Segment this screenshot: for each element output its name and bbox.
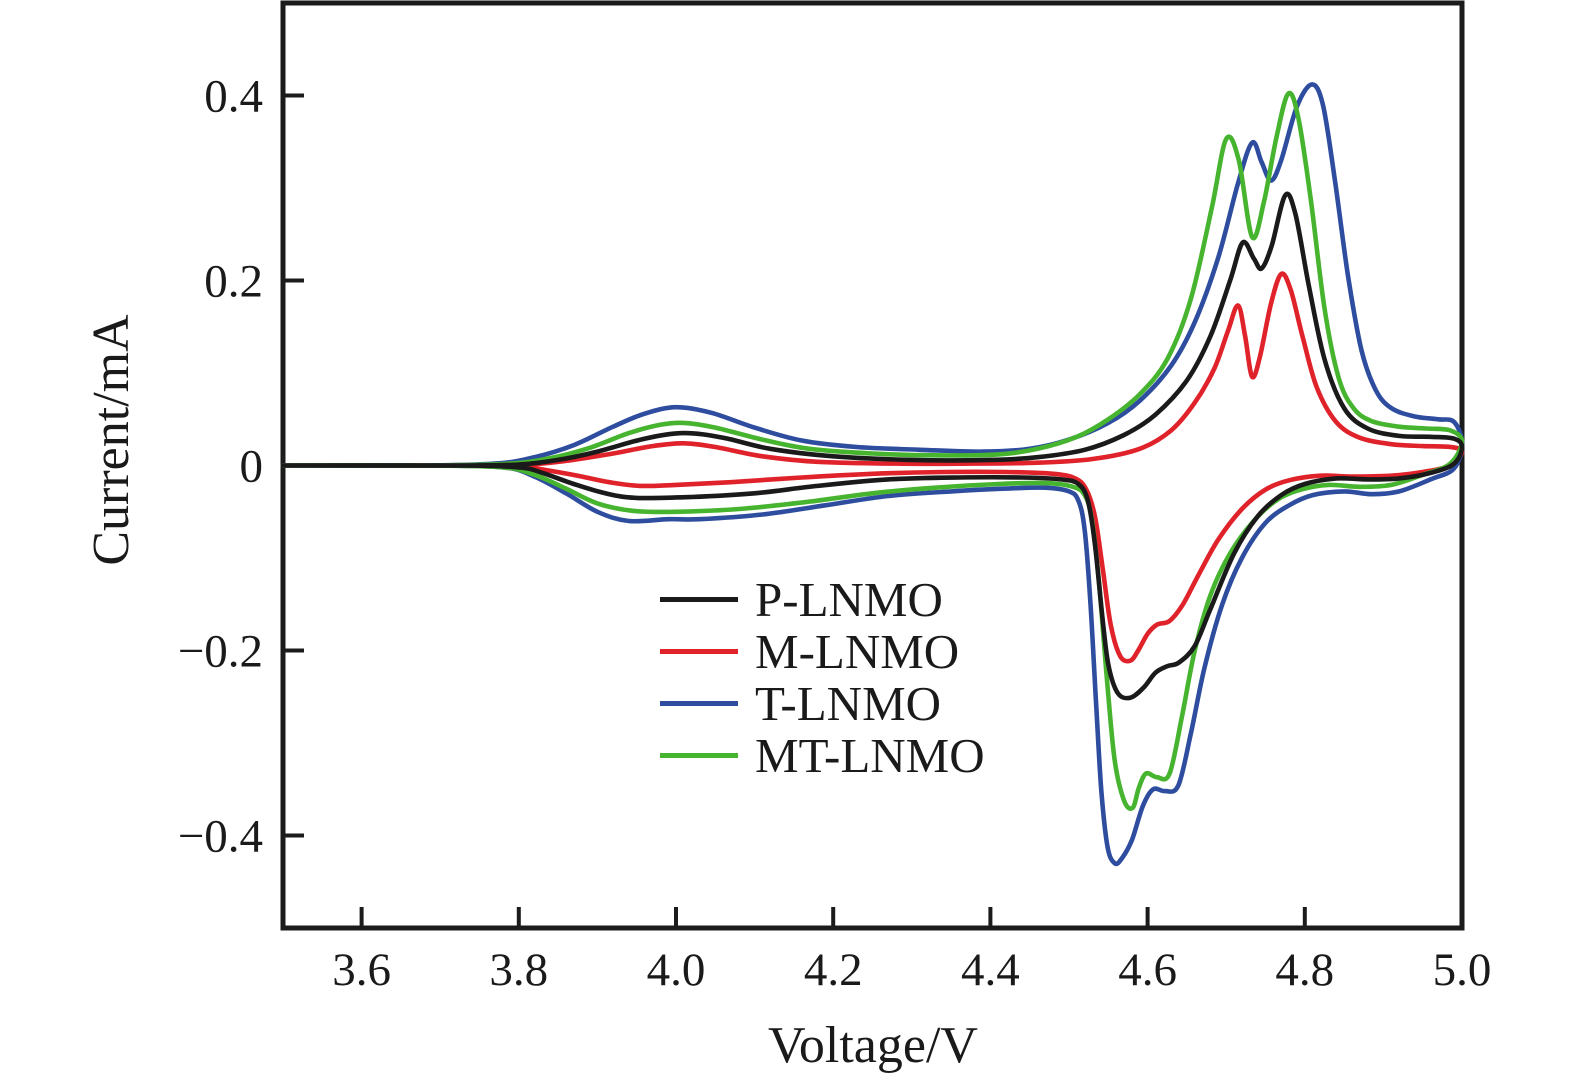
legend-line-swatch (660, 700, 738, 706)
legend-item-p-lnmo: P-LNMO (660, 573, 985, 625)
x-tick-label: 3.6 (332, 944, 391, 996)
y-tick-label: 0 (240, 441, 264, 493)
x-tick-label: 4.4 (961, 944, 1020, 996)
curve-mt-lnmo (280, 90, 1465, 811)
legend-line-swatch (660, 596, 738, 602)
x-tick-label: 5.0 (1433, 944, 1492, 996)
legend-line-swatch (660, 752, 738, 758)
legend-item-t-lnmo: T-LNMO (660, 677, 985, 729)
x-tick-label: 4.2 (804, 944, 863, 996)
x-tick-label: 4.6 (1118, 944, 1177, 996)
y-axis-title: Current/mA (83, 314, 140, 566)
legend-label: M-LNMO (755, 623, 960, 679)
legend-item-m-lnmo: M-LNMO (660, 625, 985, 677)
y-tick-label: 0.4 (204, 71, 263, 123)
legend-label: MT-LNMO (755, 727, 985, 783)
legend-label: P-LNMO (755, 571, 943, 627)
legend-label: T-LNMO (755, 675, 942, 731)
y-tick-label: −0.4 (178, 811, 263, 863)
legend: P-LNMO M-LNMO T-LNMO MT-LNMO (660, 573, 985, 781)
curve-t-lnmo (280, 82, 1465, 867)
y-tick-label: −0.2 (178, 626, 263, 678)
x-tick-label: 4.8 (1275, 944, 1334, 996)
legend-item-mt-lnmo: MT-LNMO (660, 729, 985, 781)
y-tick-label: 0.2 (204, 256, 263, 308)
x-tick-label: 4.0 (647, 944, 706, 996)
x-axis-title: Voltage/V (768, 1017, 978, 1074)
curve-p-lnmo (280, 191, 1465, 701)
x-tick-label: 3.8 (489, 944, 548, 996)
legend-line-swatch (660, 648, 738, 654)
